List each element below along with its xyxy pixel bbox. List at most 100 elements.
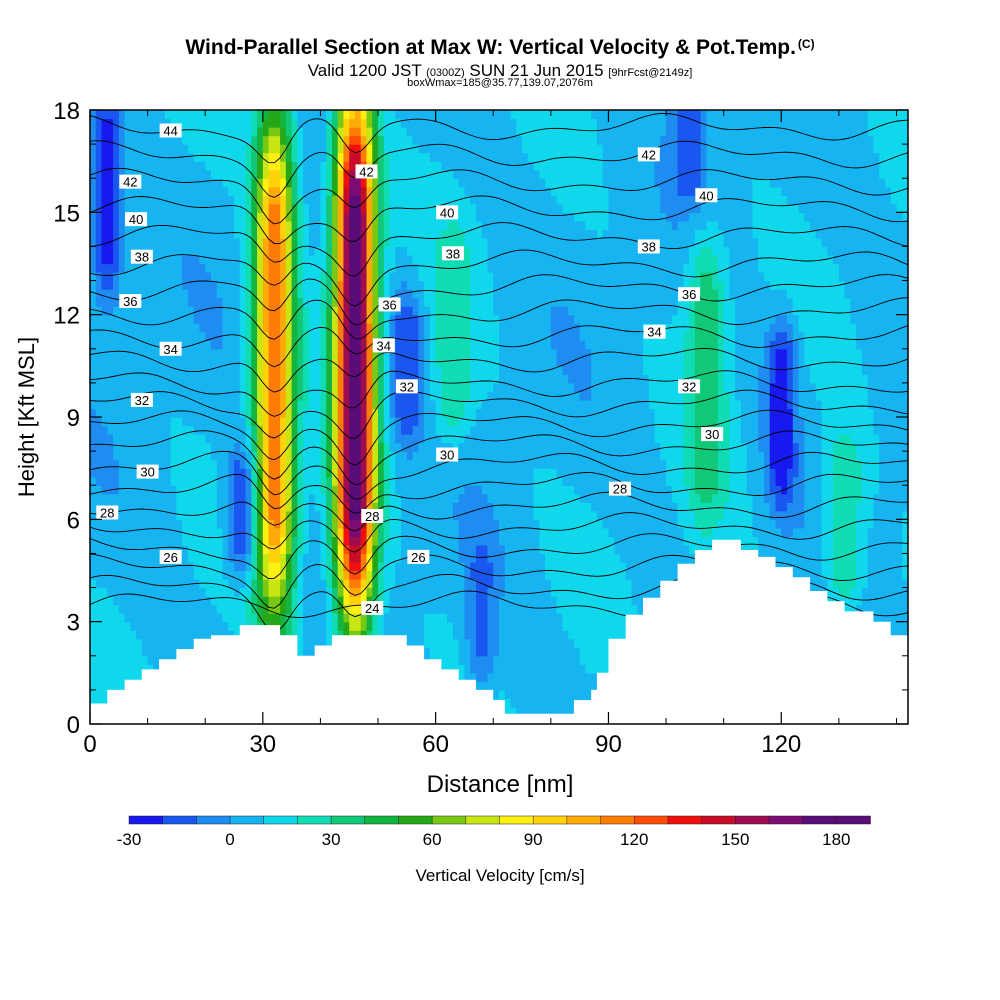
velocity-cell bbox=[153, 169, 160, 179]
velocity-cell bbox=[354, 604, 362, 614]
velocity-cell bbox=[130, 237, 137, 248]
velocity-cell bbox=[337, 544, 345, 555]
velocity-cell bbox=[464, 246, 471, 256]
velocity-cell bbox=[101, 399, 108, 410]
velocity-cell bbox=[481, 604, 489, 614]
velocity-cell bbox=[147, 135, 154, 145]
velocity-cell bbox=[280, 485, 287, 495]
velocity-cell bbox=[222, 570, 229, 580]
velocity-cell bbox=[280, 229, 287, 239]
velocity-cell bbox=[481, 502, 489, 512]
velocity-cell bbox=[95, 195, 103, 205]
velocity-cell bbox=[395, 263, 402, 273]
velocity-cell bbox=[343, 510, 350, 520]
velocity-cell bbox=[285, 127, 293, 137]
velocity-cell bbox=[159, 254, 166, 265]
velocity-cell bbox=[159, 519, 166, 529]
velocity-cell bbox=[245, 272, 252, 282]
velocity-cell bbox=[349, 476, 356, 486]
velocity-cell bbox=[435, 152, 442, 162]
velocity-cell bbox=[383, 579, 391, 589]
velocity-cell bbox=[280, 374, 287, 384]
velocity-cell bbox=[107, 314, 114, 324]
velocity-cell bbox=[274, 229, 281, 239]
velocity-cell bbox=[107, 348, 114, 358]
velocity-cell bbox=[475, 493, 483, 503]
velocity-cell bbox=[216, 348, 224, 358]
velocity-cell bbox=[228, 331, 235, 341]
velocity-cell bbox=[429, 237, 437, 248]
velocity-cell bbox=[257, 237, 264, 248]
velocity-cell bbox=[124, 434, 131, 444]
velocity-cell bbox=[216, 357, 224, 367]
velocity-cell bbox=[343, 587, 350, 597]
velocity-cell bbox=[268, 425, 275, 435]
velocity-cell bbox=[107, 399, 114, 410]
velocity-cell bbox=[424, 246, 431, 256]
velocity-cell bbox=[147, 237, 154, 248]
velocity-cell bbox=[308, 280, 316, 290]
velocity-cell bbox=[199, 110, 206, 120]
velocity-cell bbox=[90, 476, 97, 486]
velocity-cell bbox=[475, 152, 483, 162]
velocity-cell bbox=[107, 323, 114, 333]
velocity-cell bbox=[118, 246, 126, 256]
velocity-cell bbox=[199, 118, 206, 128]
velocity-cell bbox=[130, 229, 137, 239]
velocity-cell bbox=[280, 604, 287, 614]
velocity-cell bbox=[464, 263, 471, 273]
velocity-cell bbox=[199, 519, 206, 529]
velocity-cell bbox=[159, 314, 166, 324]
velocity-cell bbox=[291, 272, 298, 282]
velocity-cell bbox=[354, 459, 362, 469]
velocity-cell bbox=[337, 485, 345, 495]
velocity-cell bbox=[251, 186, 258, 196]
velocity-cell bbox=[343, 237, 350, 248]
velocity-cell bbox=[308, 178, 316, 188]
velocity-cell bbox=[239, 237, 247, 248]
velocity-cell bbox=[118, 476, 126, 486]
velocity-cell bbox=[464, 536, 471, 546]
velocity-cell bbox=[101, 689, 108, 700]
velocity-cell bbox=[441, 399, 448, 410]
velocity-cell bbox=[101, 161, 108, 171]
velocity-cell bbox=[291, 144, 298, 154]
velocity-cell bbox=[303, 169, 310, 179]
velocity-cell bbox=[412, 169, 419, 179]
velocity-cell bbox=[320, 459, 327, 469]
velocity-cell bbox=[487, 544, 494, 555]
velocity-cell bbox=[262, 263, 270, 273]
velocity-cell bbox=[360, 220, 368, 230]
velocity-cell bbox=[395, 374, 402, 384]
velocity-cell bbox=[268, 212, 275, 222]
velocity-cell bbox=[245, 468, 252, 478]
velocity-cell bbox=[205, 459, 212, 469]
velocity-cell bbox=[291, 493, 298, 503]
velocity-cell bbox=[280, 596, 287, 606]
velocity-cell bbox=[395, 254, 402, 265]
velocity-cell bbox=[331, 195, 339, 205]
velocity-cell bbox=[424, 638, 431, 648]
velocity-cell bbox=[182, 579, 189, 589]
velocity-cell bbox=[481, 212, 489, 222]
velocity-cell bbox=[458, 220, 466, 230]
velocity-cell bbox=[452, 110, 460, 120]
velocity-cell bbox=[354, 127, 362, 137]
velocity-cell bbox=[389, 374, 396, 384]
velocity-cell bbox=[239, 195, 247, 205]
velocity-cell bbox=[372, 630, 379, 640]
velocity-cell bbox=[107, 161, 114, 171]
velocity-cell bbox=[228, 297, 235, 307]
velocity-cell bbox=[136, 553, 143, 563]
velocity-cell bbox=[441, 220, 448, 230]
velocity-cell bbox=[130, 459, 137, 469]
velocity-cell bbox=[475, 476, 483, 486]
velocity-cell bbox=[424, 425, 431, 435]
velocity-cell bbox=[124, 536, 131, 546]
velocity-cell bbox=[170, 314, 178, 324]
velocity-cell bbox=[406, 314, 414, 324]
velocity-cell bbox=[90, 613, 97, 623]
velocity-cell bbox=[349, 254, 356, 265]
velocity-cell bbox=[90, 382, 97, 393]
velocity-cell bbox=[470, 459, 477, 469]
